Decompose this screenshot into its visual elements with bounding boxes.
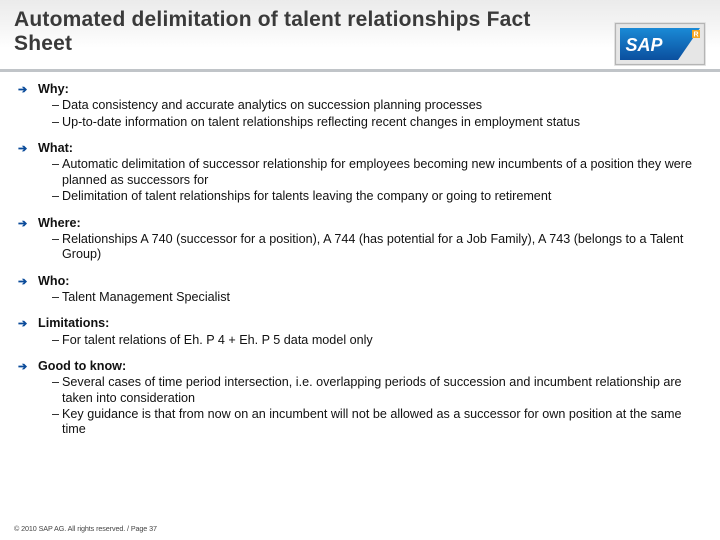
section-label: Good to know:	[38, 359, 126, 374]
section-items: For talent relations of Eh. P 4 + Eh. P …	[18, 333, 700, 348]
section-label: Why:	[38, 82, 69, 97]
list-item: Talent Management Specialist	[52, 290, 700, 305]
slide: Automated delimitation of talent relatio…	[0, 0, 720, 540]
bullet-arrow-icon: ➔	[18, 217, 28, 231]
section-good-to-know: ➔ Good to know: Several cases of time pe…	[18, 359, 700, 438]
footer-copyright: © 2010 SAP AG. All rights reserved. / Pa…	[14, 524, 157, 533]
list-item: Data consistency and accurate analytics …	[52, 98, 700, 113]
svg-text:SAP: SAP	[625, 35, 663, 55]
bullet-arrow-icon: ➔	[18, 83, 28, 97]
section-items: Several cases of time period intersectio…	[18, 375, 700, 437]
list-item: Up-to-date information on talent relatio…	[52, 115, 700, 130]
bullet-arrow-icon: ➔	[18, 142, 28, 156]
bullet-arrow-icon: ➔	[18, 360, 28, 374]
section-label: What:	[38, 141, 73, 156]
sap-logo: SAP R	[614, 22, 706, 71]
list-item: Several cases of time period intersectio…	[52, 375, 700, 406]
sap-logo-svg: SAP R	[614, 22, 706, 66]
content: ➔ Why: Data consistency and accurate ana…	[0, 72, 720, 438]
section-items: Automatic delimitation of successor rela…	[18, 157, 700, 204]
header: Automated delimitation of talent relatio…	[0, 0, 720, 72]
list-item: Delimitation of talent relationships for…	[52, 189, 700, 204]
list-item: Key guidance is that from now on an incu…	[52, 407, 700, 438]
section-items: Relationships A 740 (successor for a pos…	[18, 232, 700, 263]
section-label: Where:	[38, 216, 81, 231]
section-what: ➔ What: Automatic delimitation of succes…	[18, 141, 700, 204]
bullet-arrow-icon: ➔	[18, 275, 28, 289]
section-why: ➔ Why: Data consistency and accurate ana…	[18, 82, 700, 130]
list-item: For talent relations of Eh. P 4 + Eh. P …	[52, 333, 700, 348]
list-item: Automatic delimitation of successor rela…	[52, 157, 700, 188]
page-title: Automated delimitation of talent relatio…	[14, 8, 554, 56]
section-items: Data consistency and accurate analytics …	[18, 98, 700, 130]
section-label: Limitations:	[38, 316, 109, 331]
svg-text:R: R	[693, 32, 698, 39]
section-items: Talent Management Specialist	[18, 290, 700, 305]
section-limitations: ➔ Limitations: For talent relations of E…	[18, 316, 700, 348]
list-item: Relationships A 740 (successor for a pos…	[52, 232, 700, 263]
section-label: Who:	[38, 274, 69, 289]
section-where: ➔ Where: Relationships A 740 (successor …	[18, 216, 700, 263]
bullet-arrow-icon: ➔	[18, 317, 28, 331]
section-who: ➔ Who: Talent Management Specialist	[18, 274, 700, 306]
